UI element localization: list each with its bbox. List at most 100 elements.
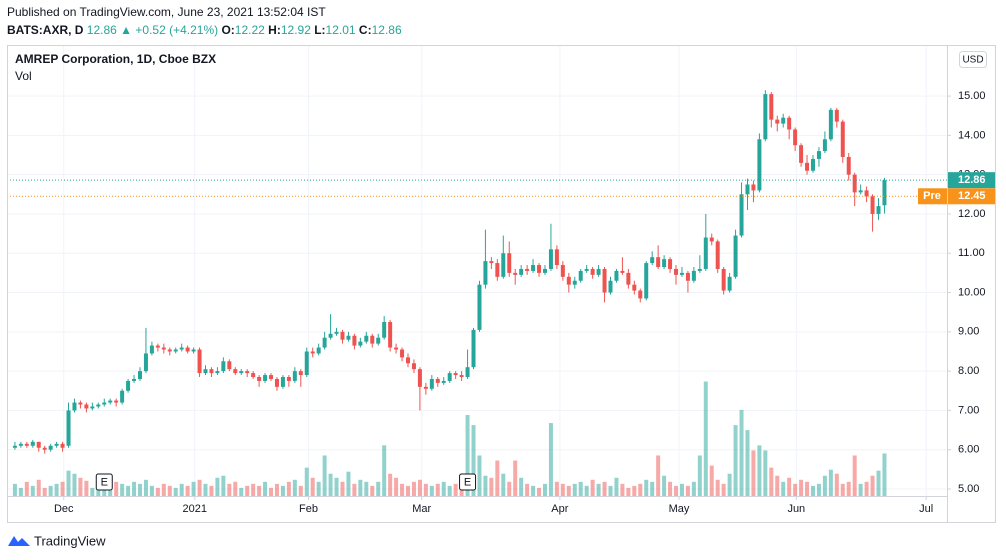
volume-bar (406, 485, 411, 496)
candle-body (42, 447, 47, 450)
candle-body (608, 280, 613, 293)
y-tick-label: 14.00 (958, 129, 986, 141)
candle-body (161, 347, 166, 350)
candle-body (280, 377, 285, 387)
x-tick-label: Apr (551, 503, 568, 515)
x-tick-label: Feb (299, 503, 318, 515)
symbol: BATS:AXR, D (7, 23, 84, 37)
volume-bar (846, 481, 851, 496)
candle-body (763, 94, 768, 140)
volume-bar (263, 481, 268, 496)
candle-body (322, 337, 327, 348)
candle-body (429, 378, 434, 389)
volume-bar (298, 485, 303, 496)
candle-body (411, 363, 416, 370)
candle-body (310, 351, 315, 354)
candle-body (501, 253, 506, 277)
candle-body (328, 333, 333, 338)
candle-body (358, 341, 363, 346)
candle-body (483, 261, 488, 285)
candle-body (477, 284, 482, 330)
candle-body (143, 353, 148, 372)
volume-bar (620, 483, 625, 496)
candle-body (48, 445, 53, 450)
volume-bar (757, 445, 762, 496)
candle-body (292, 371, 297, 381)
candle-body (304, 351, 309, 376)
volume-bar (793, 483, 798, 496)
volume-bar (465, 414, 470, 496)
volume-bar (292, 479, 297, 496)
volume-bar (477, 455, 482, 496)
candle-body (54, 443, 59, 446)
last: 12.86 (87, 23, 117, 37)
candle-body (751, 184, 756, 191)
candle-body (542, 268, 547, 273)
volume-bar (834, 473, 839, 496)
candle-body (114, 400, 119, 403)
candle-body (858, 190, 863, 193)
volume-bar (78, 477, 83, 496)
volume-bar (257, 485, 262, 496)
volume-bar (697, 455, 702, 496)
volume-bar (417, 479, 422, 496)
volume-bar (739, 409, 744, 496)
candle-body (638, 290, 643, 299)
volume-bar (548, 423, 553, 496)
x-tick-label: Dec (54, 503, 74, 515)
candle-body (239, 371, 244, 374)
volume-bar (584, 485, 589, 496)
volume-bar (161, 483, 166, 496)
last-price-label: 12.86 (958, 174, 986, 186)
volume-bar (715, 479, 720, 496)
y-tick-label: 9.00 (958, 326, 979, 338)
volume-bar (709, 465, 714, 496)
volume-bar (805, 481, 810, 496)
volume-bar (155, 487, 160, 496)
event-label: E (101, 476, 108, 488)
price-line-name: Pre (923, 190, 941, 202)
volume-bar (334, 477, 339, 496)
candle-body (24, 443, 29, 446)
candle-body (745, 184, 750, 195)
volume-bar (447, 485, 452, 496)
candle-body (269, 375, 274, 379)
volume-bar (441, 481, 446, 496)
candle-body (584, 268, 589, 271)
volume-bar (286, 481, 291, 496)
volume-bar (269, 487, 274, 496)
volume-bar (209, 485, 214, 496)
candle-body (495, 263, 500, 277)
volume-bar (483, 475, 488, 496)
candle-body (352, 335, 357, 346)
volume-bar (810, 485, 815, 496)
candle-body (840, 121, 845, 157)
candle-body (632, 284, 637, 291)
candle-body (870, 196, 875, 214)
volume-bar (531, 485, 536, 496)
candle-body (394, 347, 399, 350)
candle-body (590, 268, 595, 275)
candle-body (572, 280, 577, 285)
candle-body (864, 190, 869, 197)
y-tick-label: 12.00 (958, 208, 986, 220)
volume-bar (596, 483, 601, 496)
candle-body (221, 361, 226, 372)
candle-body (471, 329, 476, 368)
y-tick-label: 15.00 (958, 90, 986, 102)
candle-body (209, 369, 214, 374)
volume-bar (578, 481, 583, 496)
candle-body (685, 272, 690, 281)
volume-bar (126, 485, 131, 496)
currency-box[interactable] (959, 51, 987, 68)
candle-body (286, 377, 291, 381)
volume-bar (656, 455, 661, 496)
volume-bar (852, 455, 857, 496)
volume-bar (114, 481, 119, 496)
candle-body (346, 335, 351, 340)
volume-bar (638, 483, 643, 496)
candle-body (126, 380, 131, 391)
currency: USD (962, 55, 983, 66)
volume-bar (858, 483, 863, 496)
candle-body (72, 402, 77, 411)
